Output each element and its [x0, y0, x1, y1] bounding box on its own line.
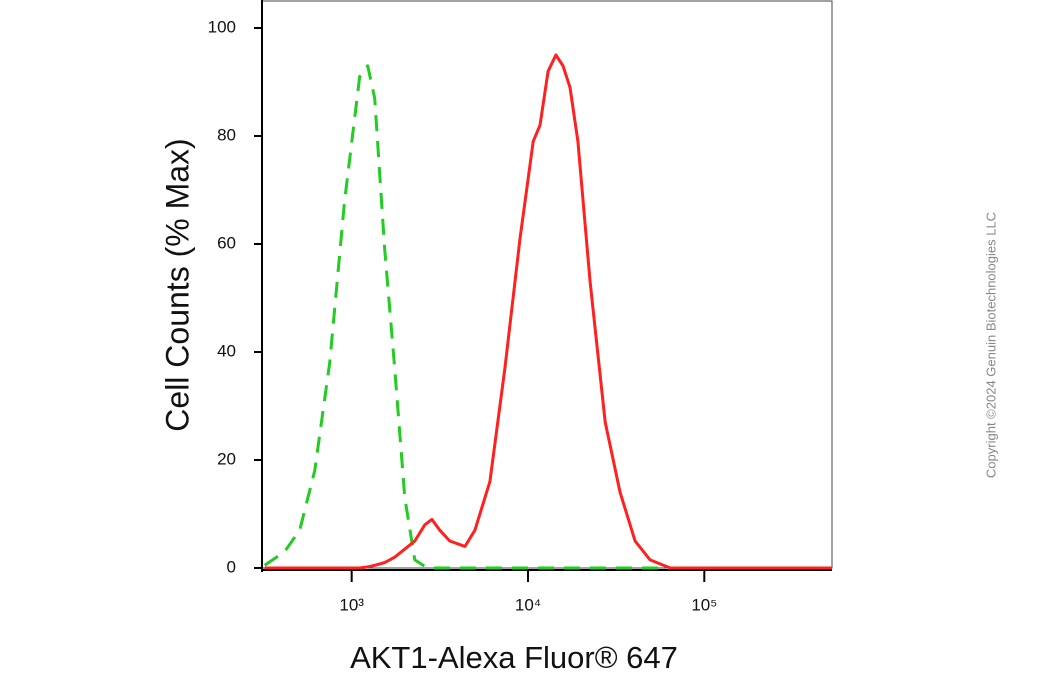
y-tick-label: 100	[208, 17, 236, 36]
y-tick-label: 0	[227, 557, 236, 576]
y-tick-label: 40	[217, 341, 236, 360]
y-tick-label: 60	[217, 233, 236, 252]
series-line	[263, 64, 832, 570]
y-tick-label: 20	[217, 449, 236, 468]
x-tick-label: 10³	[339, 595, 364, 614]
x-tick-label: 10⁴	[515, 595, 541, 614]
y-tick-label: 80	[217, 125, 236, 144]
y-axis-label: Cell Counts (% Max)	[159, 138, 195, 431]
x-tick-label: 10⁵	[691, 595, 717, 614]
series-line	[264, 53, 832, 570]
copyright: Copyright ©2024 Genuin Biotechnologies L…	[983, 212, 998, 478]
x-axis-label: AKT1-Alexa Fluor® 647	[350, 640, 678, 675]
